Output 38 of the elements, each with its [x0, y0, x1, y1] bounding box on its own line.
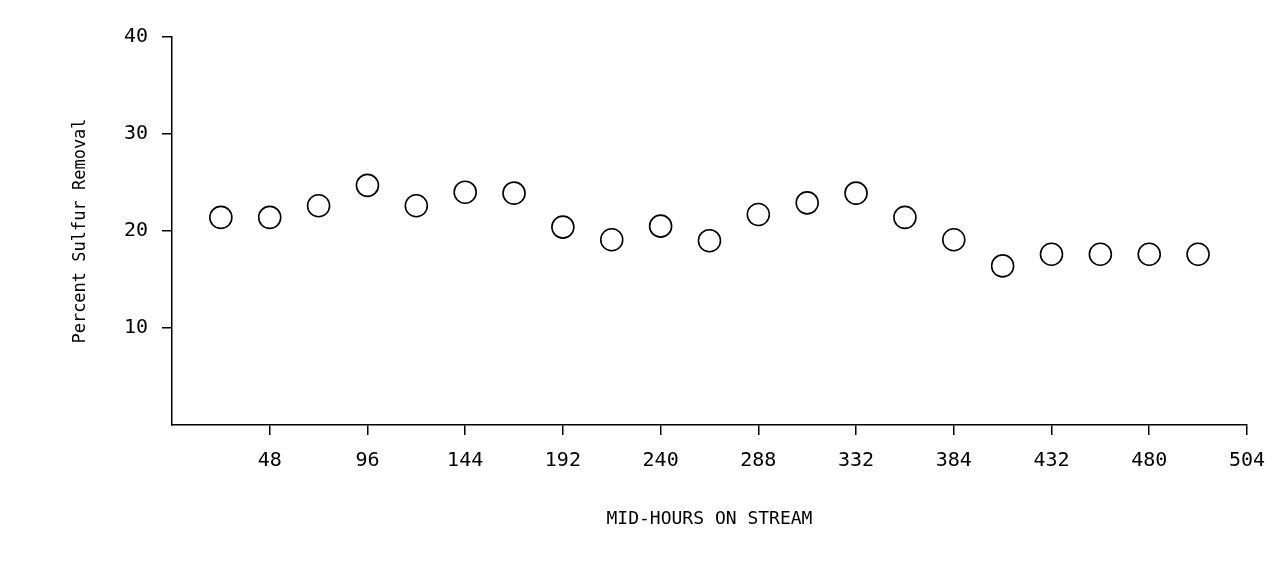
point: [746, 202, 771, 227]
point: [209, 205, 233, 230]
x-tick-label: 48: [257, 447, 282, 472]
y-axis-title: Percent Sulfur Removal: [68, 118, 89, 344]
x-tick-label: 480: [1131, 447, 1168, 472]
x-tick-label: 432: [1033, 447, 1070, 472]
x-axis-title: MID-HOURS ON STREAM: [606, 506, 813, 528]
point: [1039, 242, 1064, 267]
point: [1088, 242, 1113, 267]
point: [257, 205, 282, 230]
y-tick-label: 10: [123, 314, 148, 339]
point: [941, 227, 966, 252]
point: [844, 181, 868, 205]
x-tick-label: 240: [642, 447, 679, 472]
x-tick-label: 96: [355, 447, 380, 472]
point: [648, 214, 673, 238]
point: [893, 205, 917, 230]
x-tick-label: 144: [447, 447, 484, 472]
x-tick-label: 384: [935, 447, 972, 472]
y-tick-label: 20: [123, 217, 148, 242]
x-tick-label: 192: [544, 447, 581, 472]
point: [599, 227, 624, 252]
x-tick-label: 332: [837, 447, 875, 472]
x-tick-label: 504: [1228, 447, 1265, 472]
y-tick-label: 30: [123, 120, 148, 145]
x-tick-label: 288: [740, 447, 777, 472]
y-tick-label: 40: [123, 23, 148, 48]
point: [697, 228, 722, 253]
point: [1186, 242, 1210, 267]
point: [795, 191, 819, 215]
point: [453, 180, 477, 204]
point: [990, 254, 1015, 278]
point: [1137, 242, 1162, 267]
point: [306, 193, 331, 218]
point: [502, 181, 526, 205]
point: [355, 173, 380, 198]
point: [404, 193, 429, 218]
point: [551, 215, 575, 239]
